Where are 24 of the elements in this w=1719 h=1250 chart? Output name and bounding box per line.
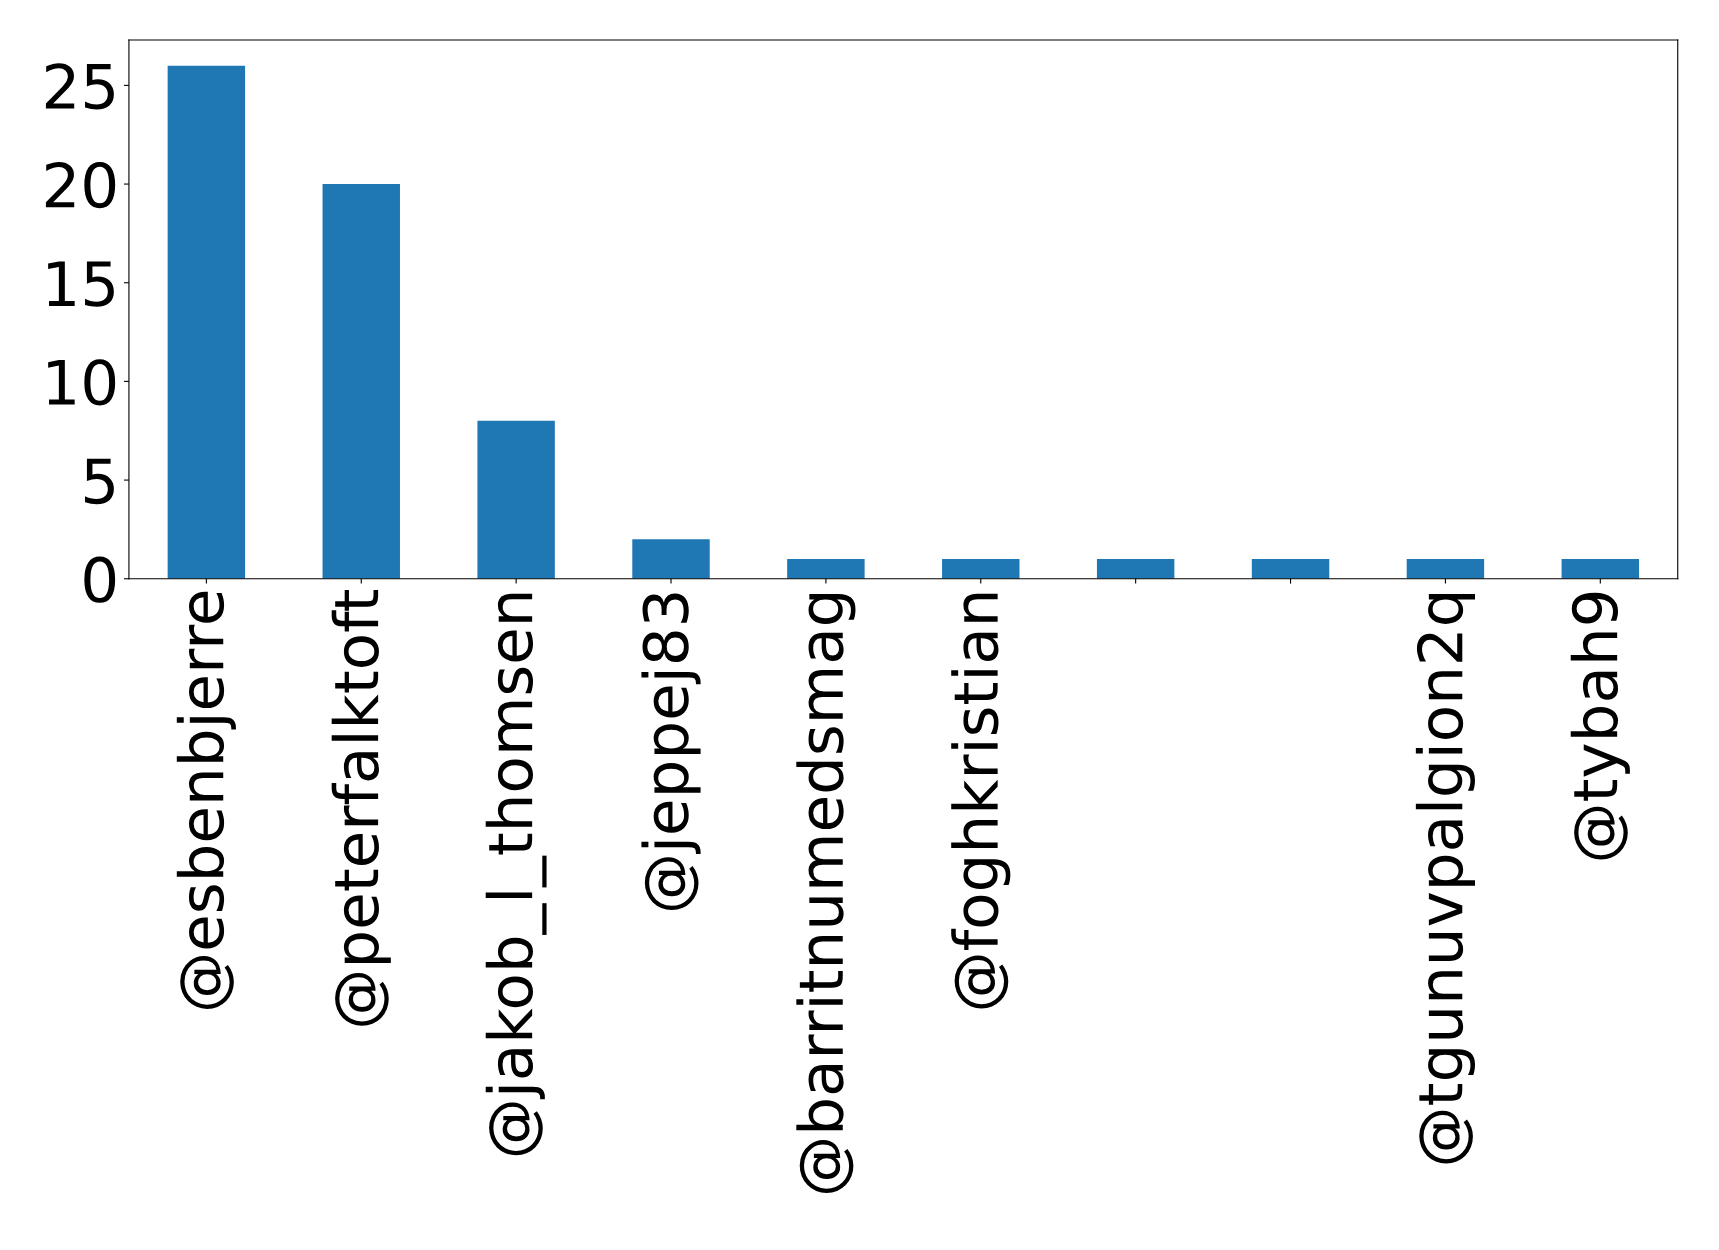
bar bbox=[477, 420, 555, 579]
x-tick-label: @barritnumedsmag bbox=[796, 594, 856, 1193]
y-tick-label: 25 bbox=[45, 63, 114, 110]
y-tick-label: 20 bbox=[45, 161, 116, 209]
y-tick-label: 10 bbox=[48, 359, 116, 406]
bar bbox=[167, 65, 246, 579]
bar bbox=[1561, 559, 1640, 579]
y-tick-label: 5 bbox=[85, 458, 114, 505]
bar bbox=[632, 539, 710, 579]
bar bbox=[322, 184, 400, 579]
x-tick-label: @peterfalktoft bbox=[331, 589, 391, 1026]
x-tick-label: @foghkristian bbox=[951, 593, 1011, 1009]
x-tick-label: @tgunuvpalgion2q bbox=[1415, 594, 1475, 1164]
x-tick-label: @tybah9 bbox=[1570, 592, 1630, 860]
x-tick-label: @jakob_l_thomsen bbox=[485, 593, 547, 1156]
x-tick-label: @esbenbjerre bbox=[176, 591, 236, 1009]
bar bbox=[942, 559, 1020, 579]
y-tick-label: 15 bbox=[48, 261, 114, 307]
bar bbox=[1096, 559, 1175, 579]
bar bbox=[1406, 559, 1485, 579]
bar bbox=[787, 559, 865, 579]
x-tick-label: @jeppej83 bbox=[641, 593, 701, 911]
y-tick-label: 0 bbox=[84, 556, 116, 603]
bar bbox=[1251, 559, 1330, 579]
